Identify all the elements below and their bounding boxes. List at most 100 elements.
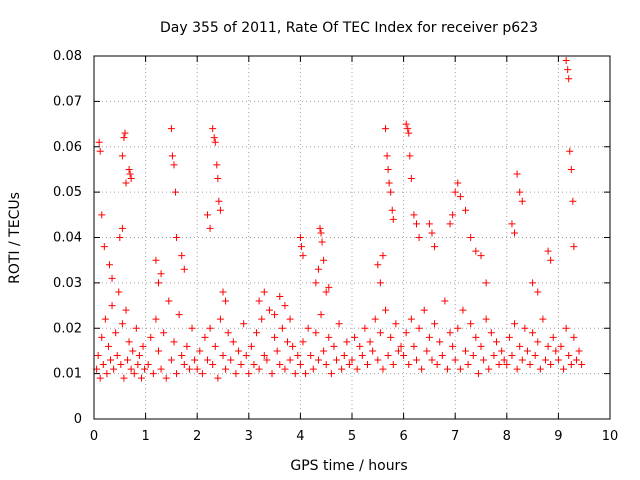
data-point [518,197,526,205]
data-point [180,361,188,369]
x-tick-label: 3 [245,429,253,444]
data-point [121,129,129,137]
data-point [289,342,297,350]
data-point [144,361,152,369]
data-point [162,374,170,382]
data-point [330,342,338,350]
data-point [278,324,286,332]
data-point [518,356,526,364]
data-point [204,211,212,219]
data-point [117,361,125,369]
data-point [376,279,384,287]
data-point [376,329,384,337]
data-point [531,351,539,359]
data-point [281,302,289,310]
data-point [521,324,529,332]
data-point [325,333,333,341]
data-point [552,347,560,355]
data-point [96,147,104,155]
data-point [224,329,232,337]
data-point [374,356,382,364]
data-point [219,288,227,296]
data-point [529,279,537,287]
data-point [118,152,126,160]
data-point [487,329,495,337]
data-point [318,238,326,246]
data-point [495,361,503,369]
y-tick-label: 0.07 [53,94,82,109]
data-point [449,342,457,350]
data-point [173,234,181,241]
data-point [260,288,268,296]
data-point [402,120,410,128]
data-point [575,347,583,355]
data-point [513,170,521,178]
data-point [565,351,573,359]
data-point [112,329,120,337]
data-point [286,315,294,323]
data-point [374,261,382,269]
data-point [348,356,356,364]
data-point [125,338,133,346]
data-point [345,361,353,369]
data-point [132,324,140,332]
data-point [407,175,415,183]
data-point [320,256,328,264]
data-point [482,315,490,323]
data-point [129,347,137,355]
data-point [302,370,310,378]
data-point [170,161,178,169]
y-tick-label: 0.06 [53,140,82,155]
data-point [462,206,470,214]
data-point [485,365,493,373]
x-axis-label: GPS time / hours [290,458,407,474]
data-point [327,370,335,378]
y-tick-labels: 0 0.01 0.02 0.03 0.04 0.05 0.06 0.07 0.08 [53,49,82,427]
data-point [240,320,248,328]
data-point [387,188,395,196]
data-point [271,311,279,319]
data-point [126,170,134,178]
data-point [477,342,485,350]
data-point [462,347,470,355]
data-point [379,365,387,373]
data-point [260,351,268,359]
data-point [312,279,320,287]
y-tick-label: 0.03 [53,276,82,291]
data-point [110,365,118,373]
data-point [397,342,405,350]
data-point [206,224,214,232]
x-tick-label: 1 [141,429,149,444]
data-point [122,179,130,187]
data-point [562,324,570,332]
data-point [492,338,500,346]
data-point [172,188,180,196]
data-point [425,333,433,341]
data-point [118,224,126,232]
data-point [356,342,364,350]
data-point [185,365,193,373]
data-point [127,365,135,373]
y-tick-label: 0 [74,412,82,427]
data-point [459,306,467,314]
data-point [98,333,106,341]
data-point [178,252,186,260]
data-point [570,243,578,251]
data-point [219,351,227,359]
data-point [511,229,519,237]
data-point [369,347,377,355]
data-point [387,333,395,341]
data-point [423,347,431,355]
data-point [276,361,284,369]
data-point [400,351,408,359]
data-point [567,165,575,173]
data-point [428,229,436,237]
data-point [353,365,361,373]
data-point [304,324,312,332]
data-point [209,125,217,133]
data-point [413,220,420,228]
data-point [335,320,343,328]
data-point [147,333,155,341]
data-point [456,365,464,373]
